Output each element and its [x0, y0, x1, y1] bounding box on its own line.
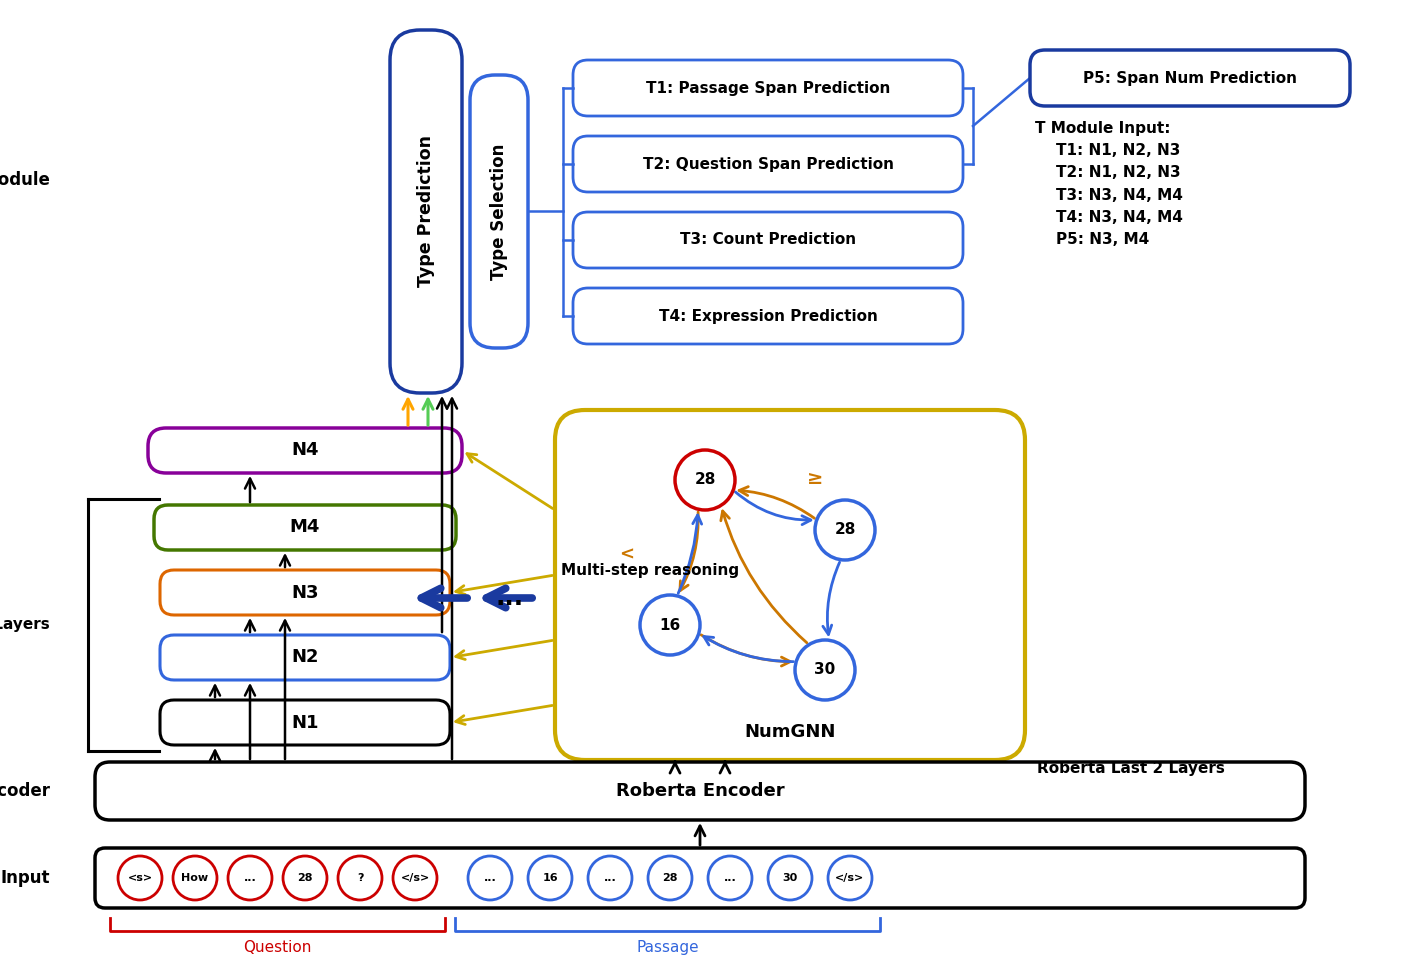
Text: T Module Input:
    T1: N1, N2, N3
    T2: N1, N2, N3
    T3: N3, N4, M4
    T4:: T Module Input: T1: N1, N2, N3 T2: N1, N…	[1035, 121, 1183, 247]
Text: ?: ?	[356, 873, 363, 883]
FancyBboxPatch shape	[149, 428, 463, 473]
Text: T1: Passage Span Prediction: T1: Passage Span Prediction	[646, 81, 890, 95]
Text: T3: Count Prediction: T3: Count Prediction	[680, 232, 857, 248]
Text: T4: Expression Prediction: T4: Expression Prediction	[659, 308, 878, 324]
Text: Roberta Last 4 Layers: Roberta Last 4 Layers	[0, 617, 50, 633]
Text: 16: 16	[543, 873, 558, 883]
FancyBboxPatch shape	[95, 762, 1305, 820]
Text: Type Prediction: Type Prediction	[416, 135, 435, 287]
FancyBboxPatch shape	[160, 635, 450, 680]
FancyBboxPatch shape	[160, 700, 450, 745]
Text: N3: N3	[292, 584, 318, 602]
Text: M4: M4	[290, 518, 320, 537]
Text: How: How	[181, 873, 209, 883]
Text: Roberta Last 2 Layers: Roberta Last 2 Layers	[1037, 760, 1225, 776]
FancyBboxPatch shape	[95, 848, 1305, 908]
Text: Answer Module: Answer Module	[0, 171, 50, 189]
Text: 28: 28	[834, 522, 855, 538]
FancyBboxPatch shape	[160, 570, 450, 615]
Text: </s>: </s>	[836, 873, 865, 883]
Text: Question: Question	[244, 940, 311, 955]
FancyBboxPatch shape	[154, 505, 456, 550]
Text: Multi-step reasoning: Multi-step reasoning	[561, 563, 739, 578]
Text: ...: ...	[244, 873, 257, 883]
Text: ...: ...	[604, 873, 617, 883]
Text: 28: 28	[694, 472, 715, 488]
FancyBboxPatch shape	[470, 75, 529, 348]
Text: ...: ...	[723, 873, 736, 883]
Text: NumGNN: NumGNN	[744, 723, 836, 741]
Text: ≥: ≥	[806, 468, 823, 488]
Text: <: <	[620, 546, 635, 564]
Text: ...: ...	[496, 586, 524, 610]
Text: T2: Question Span Prediction: T2: Question Span Prediction	[642, 156, 893, 172]
Text: 30: 30	[782, 873, 798, 883]
Text: ...: ...	[484, 873, 496, 883]
Text: 28: 28	[297, 873, 313, 883]
Text: P5: Span Num Prediction: P5: Span Num Prediction	[1082, 70, 1297, 85]
Text: N2: N2	[292, 649, 318, 666]
FancyBboxPatch shape	[1030, 50, 1350, 106]
FancyBboxPatch shape	[555, 410, 1025, 760]
Text: 30: 30	[815, 662, 836, 678]
Text: N1: N1	[292, 713, 318, 732]
Text: Roberta Encoder: Roberta Encoder	[615, 782, 784, 800]
Text: </s>: </s>	[401, 873, 429, 883]
FancyBboxPatch shape	[573, 60, 963, 116]
Text: 28: 28	[662, 873, 677, 883]
Text: Passage: Passage	[637, 940, 698, 955]
FancyBboxPatch shape	[573, 212, 963, 268]
FancyBboxPatch shape	[573, 288, 963, 344]
Text: Encoder: Encoder	[0, 782, 50, 800]
Text: Type Selection: Type Selection	[491, 143, 508, 279]
FancyBboxPatch shape	[390, 30, 463, 393]
Text: 16: 16	[659, 617, 680, 633]
Text: N4: N4	[292, 442, 318, 460]
Text: Input: Input	[0, 869, 50, 887]
Text: <s>: <s>	[128, 873, 153, 883]
FancyBboxPatch shape	[573, 136, 963, 192]
